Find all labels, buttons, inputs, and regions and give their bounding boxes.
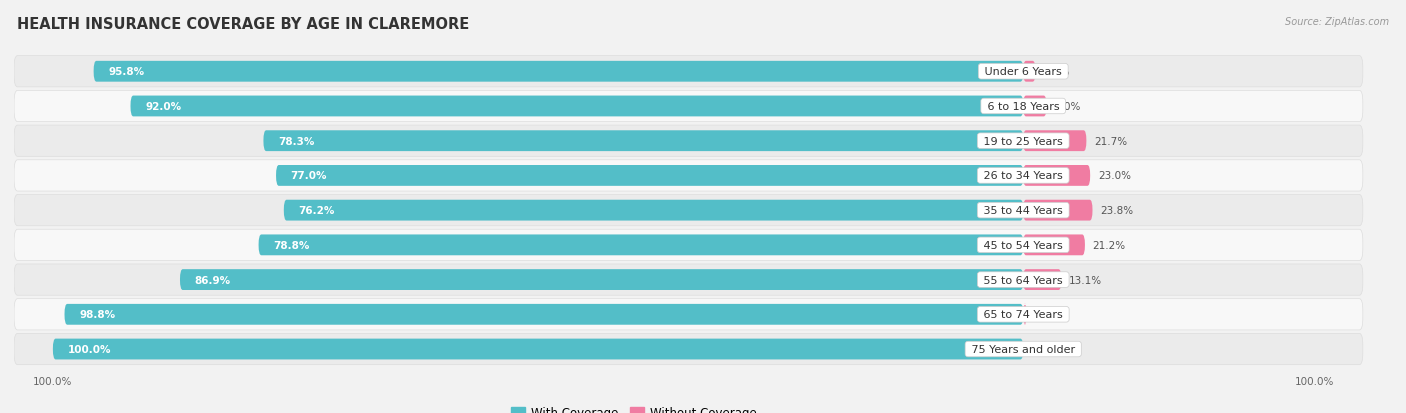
Text: 65 to 74 Years: 65 to 74 Years xyxy=(980,310,1066,320)
Text: 78.8%: 78.8% xyxy=(273,240,309,250)
Text: 6 to 18 Years: 6 to 18 Years xyxy=(984,102,1063,112)
Text: 92.0%: 92.0% xyxy=(145,102,181,112)
Text: 78.3%: 78.3% xyxy=(278,136,315,146)
FancyBboxPatch shape xyxy=(1024,131,1087,152)
FancyBboxPatch shape xyxy=(14,334,1362,365)
FancyBboxPatch shape xyxy=(259,235,1024,256)
Text: 21.2%: 21.2% xyxy=(1092,240,1126,250)
Text: Under 6 Years: Under 6 Years xyxy=(981,67,1066,77)
Text: Source: ZipAtlas.com: Source: ZipAtlas.com xyxy=(1285,17,1389,26)
Text: 23.8%: 23.8% xyxy=(1101,206,1133,216)
Text: 23.0%: 23.0% xyxy=(1098,171,1130,181)
FancyBboxPatch shape xyxy=(131,96,1024,117)
FancyBboxPatch shape xyxy=(263,131,1024,152)
FancyBboxPatch shape xyxy=(94,62,1024,83)
Text: 45 to 54 Years: 45 to 54 Years xyxy=(980,240,1066,250)
FancyBboxPatch shape xyxy=(1024,200,1092,221)
Text: 8.0%: 8.0% xyxy=(1054,102,1081,112)
FancyBboxPatch shape xyxy=(14,57,1362,88)
FancyBboxPatch shape xyxy=(14,299,1362,330)
FancyBboxPatch shape xyxy=(284,200,1024,221)
FancyBboxPatch shape xyxy=(53,339,1024,360)
Text: 95.8%: 95.8% xyxy=(108,67,145,77)
FancyBboxPatch shape xyxy=(1024,96,1046,117)
Text: 26 to 34 Years: 26 to 34 Years xyxy=(980,171,1066,181)
FancyBboxPatch shape xyxy=(14,91,1362,122)
Text: 21.7%: 21.7% xyxy=(1094,136,1128,146)
Text: 55 to 64 Years: 55 to 64 Years xyxy=(980,275,1066,285)
FancyBboxPatch shape xyxy=(14,126,1362,157)
Text: 86.9%: 86.9% xyxy=(194,275,231,285)
Text: 98.8%: 98.8% xyxy=(79,310,115,320)
FancyBboxPatch shape xyxy=(1024,62,1035,83)
FancyBboxPatch shape xyxy=(1024,166,1090,186)
FancyBboxPatch shape xyxy=(1024,304,1026,325)
Text: 0.0%: 0.0% xyxy=(1031,344,1057,354)
FancyBboxPatch shape xyxy=(276,166,1024,186)
FancyBboxPatch shape xyxy=(180,270,1024,290)
FancyBboxPatch shape xyxy=(14,230,1362,261)
FancyBboxPatch shape xyxy=(14,160,1362,192)
FancyBboxPatch shape xyxy=(14,195,1362,226)
FancyBboxPatch shape xyxy=(14,264,1362,295)
Legend: With Coverage, Without Coverage: With Coverage, Without Coverage xyxy=(506,401,762,413)
Text: 77.0%: 77.0% xyxy=(291,171,328,181)
Text: 76.2%: 76.2% xyxy=(298,206,335,216)
FancyBboxPatch shape xyxy=(65,304,1024,325)
FancyBboxPatch shape xyxy=(1024,270,1062,290)
Text: 75 Years and older: 75 Years and older xyxy=(967,344,1078,354)
Text: 19 to 25 Years: 19 to 25 Years xyxy=(980,136,1066,146)
Text: HEALTH INSURANCE COVERAGE BY AGE IN CLAREMORE: HEALTH INSURANCE COVERAGE BY AGE IN CLAR… xyxy=(17,17,470,31)
Text: 100.0%: 100.0% xyxy=(67,344,111,354)
FancyBboxPatch shape xyxy=(1024,235,1085,256)
Text: 35 to 44 Years: 35 to 44 Years xyxy=(980,206,1066,216)
Text: 1.2%: 1.2% xyxy=(1035,310,1062,320)
Text: 4.2%: 4.2% xyxy=(1043,67,1070,77)
Text: 13.1%: 13.1% xyxy=(1069,275,1102,285)
